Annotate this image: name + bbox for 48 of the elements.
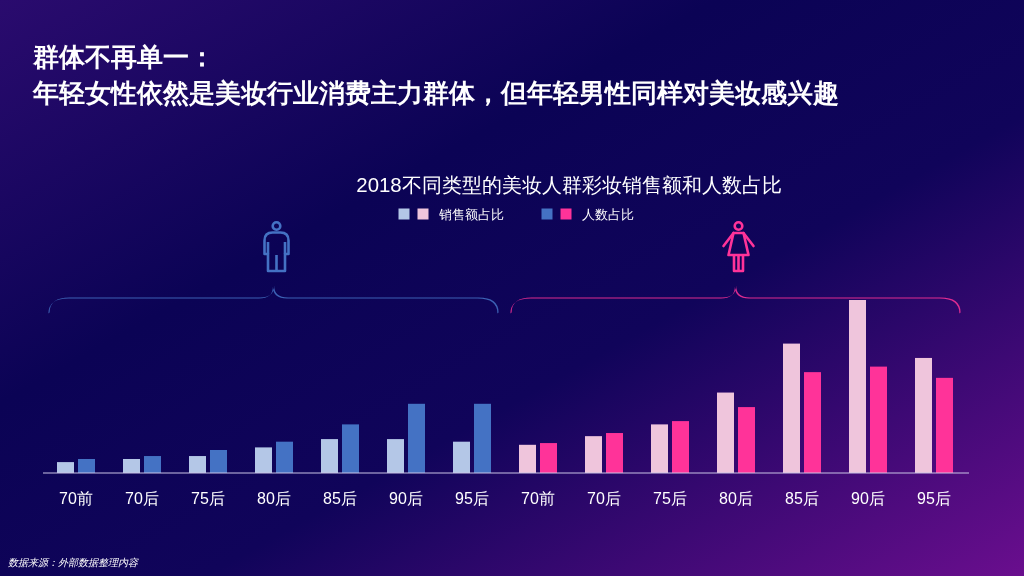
bar xyxy=(408,403,425,473)
x-tick-label: 75后 xyxy=(653,490,687,508)
bar xyxy=(189,456,206,473)
bar xyxy=(210,449,227,473)
bar xyxy=(606,433,623,473)
bar xyxy=(123,458,140,473)
legend-label: 销售额占比 xyxy=(437,206,504,222)
x-tick-label: 95后 xyxy=(917,490,951,508)
x-tick-label: 80后 xyxy=(257,490,291,508)
bar xyxy=(474,403,491,473)
bar xyxy=(804,372,821,473)
bar xyxy=(57,462,74,473)
x-tick-label: 70后 xyxy=(125,490,159,508)
bar xyxy=(915,357,932,473)
x-tick-label: 70前 xyxy=(59,490,93,508)
text: 2018不同类型的美妆人群彩妆销售额和人数占比 xyxy=(356,174,782,197)
bar xyxy=(540,443,557,473)
x-tick-label: 70前 xyxy=(521,490,555,508)
bar xyxy=(519,444,536,473)
bar xyxy=(870,366,887,473)
bar xyxy=(276,441,293,473)
x-tick-label: 80后 xyxy=(719,490,753,508)
x-tick-label: 90后 xyxy=(389,490,423,508)
bar xyxy=(321,439,338,473)
bar xyxy=(738,407,755,473)
bar xyxy=(78,458,95,473)
x-tick-label: 90后 xyxy=(851,490,885,508)
bar xyxy=(849,300,866,473)
source-note: 数据来源：外部数据整理内容 xyxy=(8,557,139,568)
chart-subtitle: 年轻女性依然是美妆行业消费主力群体，但年轻男性同样对美妆感兴趣 xyxy=(32,79,839,107)
bar xyxy=(936,377,953,473)
legend-label: 人数占比 xyxy=(581,206,634,222)
chart-title: 群体不再单一： xyxy=(32,43,215,71)
bar xyxy=(783,343,800,473)
bar xyxy=(144,456,161,473)
x-tick-label: 85后 xyxy=(785,490,819,508)
bar xyxy=(255,447,272,473)
x-tick-label: 75后 xyxy=(191,490,225,508)
bar xyxy=(651,424,668,473)
bar xyxy=(585,436,602,473)
bar xyxy=(717,392,734,473)
bar xyxy=(342,424,359,473)
bar xyxy=(672,421,689,473)
x-tick-label: 95后 xyxy=(455,490,489,508)
bar xyxy=(387,439,404,473)
x-tick-label: 85后 xyxy=(323,490,357,508)
bar xyxy=(453,441,470,473)
x-tick-label: 70后 xyxy=(587,490,621,508)
